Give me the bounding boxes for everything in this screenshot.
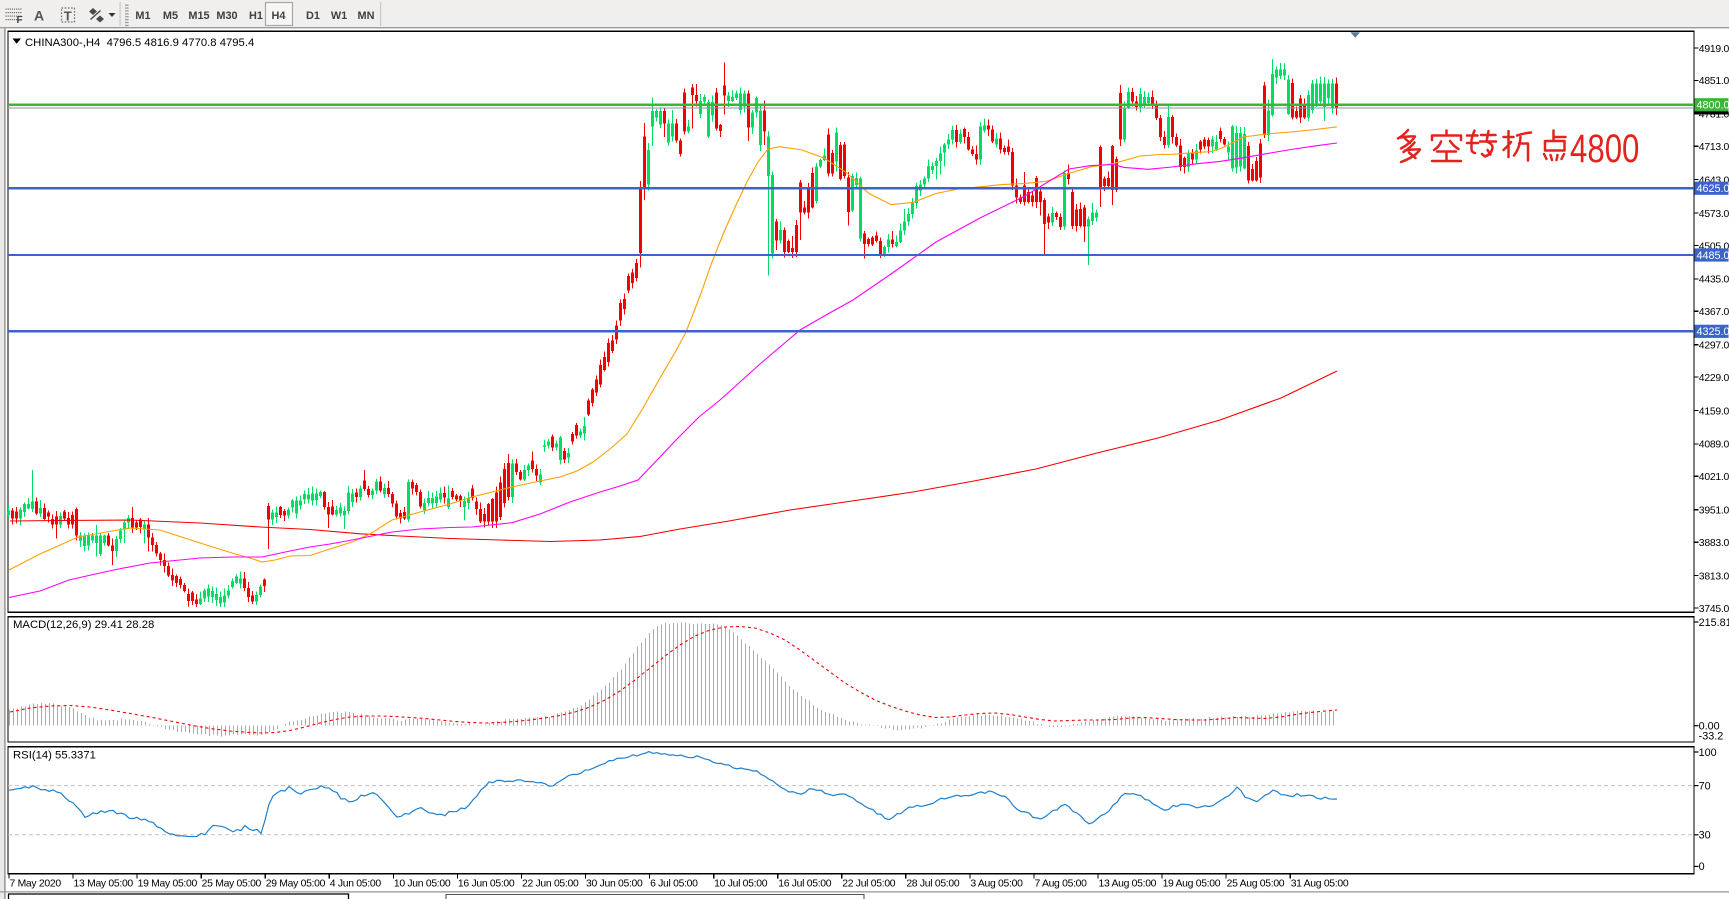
svg-text:4159.0: 4159.0 (1699, 406, 1729, 417)
svg-text:0.00: 0.00 (1699, 720, 1720, 732)
svg-text:4643.0: 4643.0 (1699, 175, 1729, 186)
svg-text:4325.0: 4325.0 (1697, 326, 1729, 338)
svg-text:22 Jun 05:00: 22 Jun 05:00 (522, 879, 579, 890)
svg-text:3 Aug 05:00: 3 Aug 05:00 (970, 879, 1023, 890)
svg-text:4485.0: 4485.0 (1697, 250, 1729, 262)
svg-text:19 Aug 05:00: 19 Aug 05:00 (1163, 879, 1221, 890)
svg-text:4505.0: 4505.0 (1699, 241, 1729, 252)
svg-text:4713.0: 4713.0 (1699, 142, 1729, 153)
svg-text:-33.2: -33.2 (1699, 731, 1724, 743)
svg-text:16 Jun 05:00: 16 Jun 05:00 (458, 879, 515, 890)
svg-text:30 Jun 05:00: 30 Jun 05:00 (586, 879, 643, 890)
svg-text:MN: MN (358, 10, 375, 22)
svg-text:29 May 05:00: 29 May 05:00 (266, 879, 326, 890)
svg-text:25 May 05:00: 25 May 05:00 (202, 879, 262, 890)
svg-text:4800: 4800 (1570, 126, 1639, 171)
svg-text:4229.0: 4229.0 (1699, 373, 1729, 384)
svg-text:3745.0: 3745.0 (1699, 604, 1729, 615)
svg-text:M1: M1 (135, 10, 150, 22)
svg-text:CHINA300-,H4 4796.5 4816.9 47: CHINA300-,H4 4796.5 4816.9 4770.8 4795.4 (25, 37, 254, 49)
svg-text:4851.0: 4851.0 (1699, 76, 1729, 87)
svg-text:16 Jul 05:00: 16 Jul 05:00 (778, 879, 832, 890)
svg-text:30: 30 (1699, 830, 1711, 842)
svg-text:4089.0: 4089.0 (1699, 440, 1729, 451)
svg-text:3951.0: 3951.0 (1699, 506, 1729, 517)
svg-text:4781.0: 4781.0 (1699, 110, 1729, 121)
svg-text:7 May 2020: 7 May 2020 (10, 879, 62, 890)
svg-text:H4: H4 (272, 10, 286, 22)
svg-text:31 Aug 05:00: 31 Aug 05:00 (1291, 879, 1349, 890)
svg-text:M15: M15 (188, 10, 209, 22)
svg-text:7 Aug 05:00: 7 Aug 05:00 (1034, 879, 1087, 890)
svg-text:19 May 05:00: 19 May 05:00 (138, 879, 198, 890)
svg-text:W1: W1 (331, 10, 347, 22)
svg-text:4435.0: 4435.0 (1699, 275, 1729, 286)
svg-text:RSI(14) 55.3371: RSI(14) 55.3371 (13, 750, 96, 762)
svg-text:10 Jun 05:00: 10 Jun 05:00 (394, 879, 451, 890)
svg-text:4297.0: 4297.0 (1699, 340, 1729, 351)
svg-text:D1: D1 (306, 10, 320, 22)
svg-text:13 May 05:00: 13 May 05:00 (74, 879, 134, 890)
svg-text:H1: H1 (249, 10, 263, 22)
svg-text:T: T (64, 9, 72, 24)
svg-text:3883.0: 3883.0 (1699, 538, 1729, 549)
svg-text:13 Aug 05:00: 13 Aug 05:00 (1099, 879, 1157, 890)
svg-text:M30: M30 (216, 10, 237, 22)
svg-text:4021.0: 4021.0 (1699, 472, 1729, 483)
svg-text:M5: M5 (163, 10, 178, 22)
svg-text:3813.0: 3813.0 (1699, 571, 1729, 582)
svg-text:70: 70 (1699, 780, 1711, 792)
svg-text:4625.0: 4625.0 (1697, 183, 1729, 195)
svg-text:4573.0: 4573.0 (1699, 209, 1729, 220)
svg-text:25 Aug 05:00: 25 Aug 05:00 (1227, 879, 1285, 890)
svg-text:4919.0: 4919.0 (1699, 44, 1729, 55)
svg-text:28 Jul 05:00: 28 Jul 05:00 (906, 879, 960, 890)
svg-text:4367.0: 4367.0 (1699, 307, 1729, 318)
svg-text:215.81: 215.81 (1699, 617, 1729, 629)
svg-text:0: 0 (1699, 861, 1705, 873)
svg-text:F: F (17, 15, 23, 26)
svg-text:6 Jul 05:00: 6 Jul 05:00 (650, 879, 698, 890)
svg-text:4 Jun 05:00: 4 Jun 05:00 (330, 879, 382, 890)
svg-text:4800.0: 4800.0 (1697, 100, 1729, 112)
svg-text:A: A (34, 8, 44, 24)
svg-text:10 Jul 05:00: 10 Jul 05:00 (714, 879, 768, 890)
svg-text:22 Jul 05:00: 22 Jul 05:00 (842, 879, 896, 890)
svg-text:MACD(12,26,9) 29.41 28.28: MACD(12,26,9) 29.41 28.28 (13, 619, 154, 631)
svg-text:100: 100 (1699, 747, 1717, 759)
